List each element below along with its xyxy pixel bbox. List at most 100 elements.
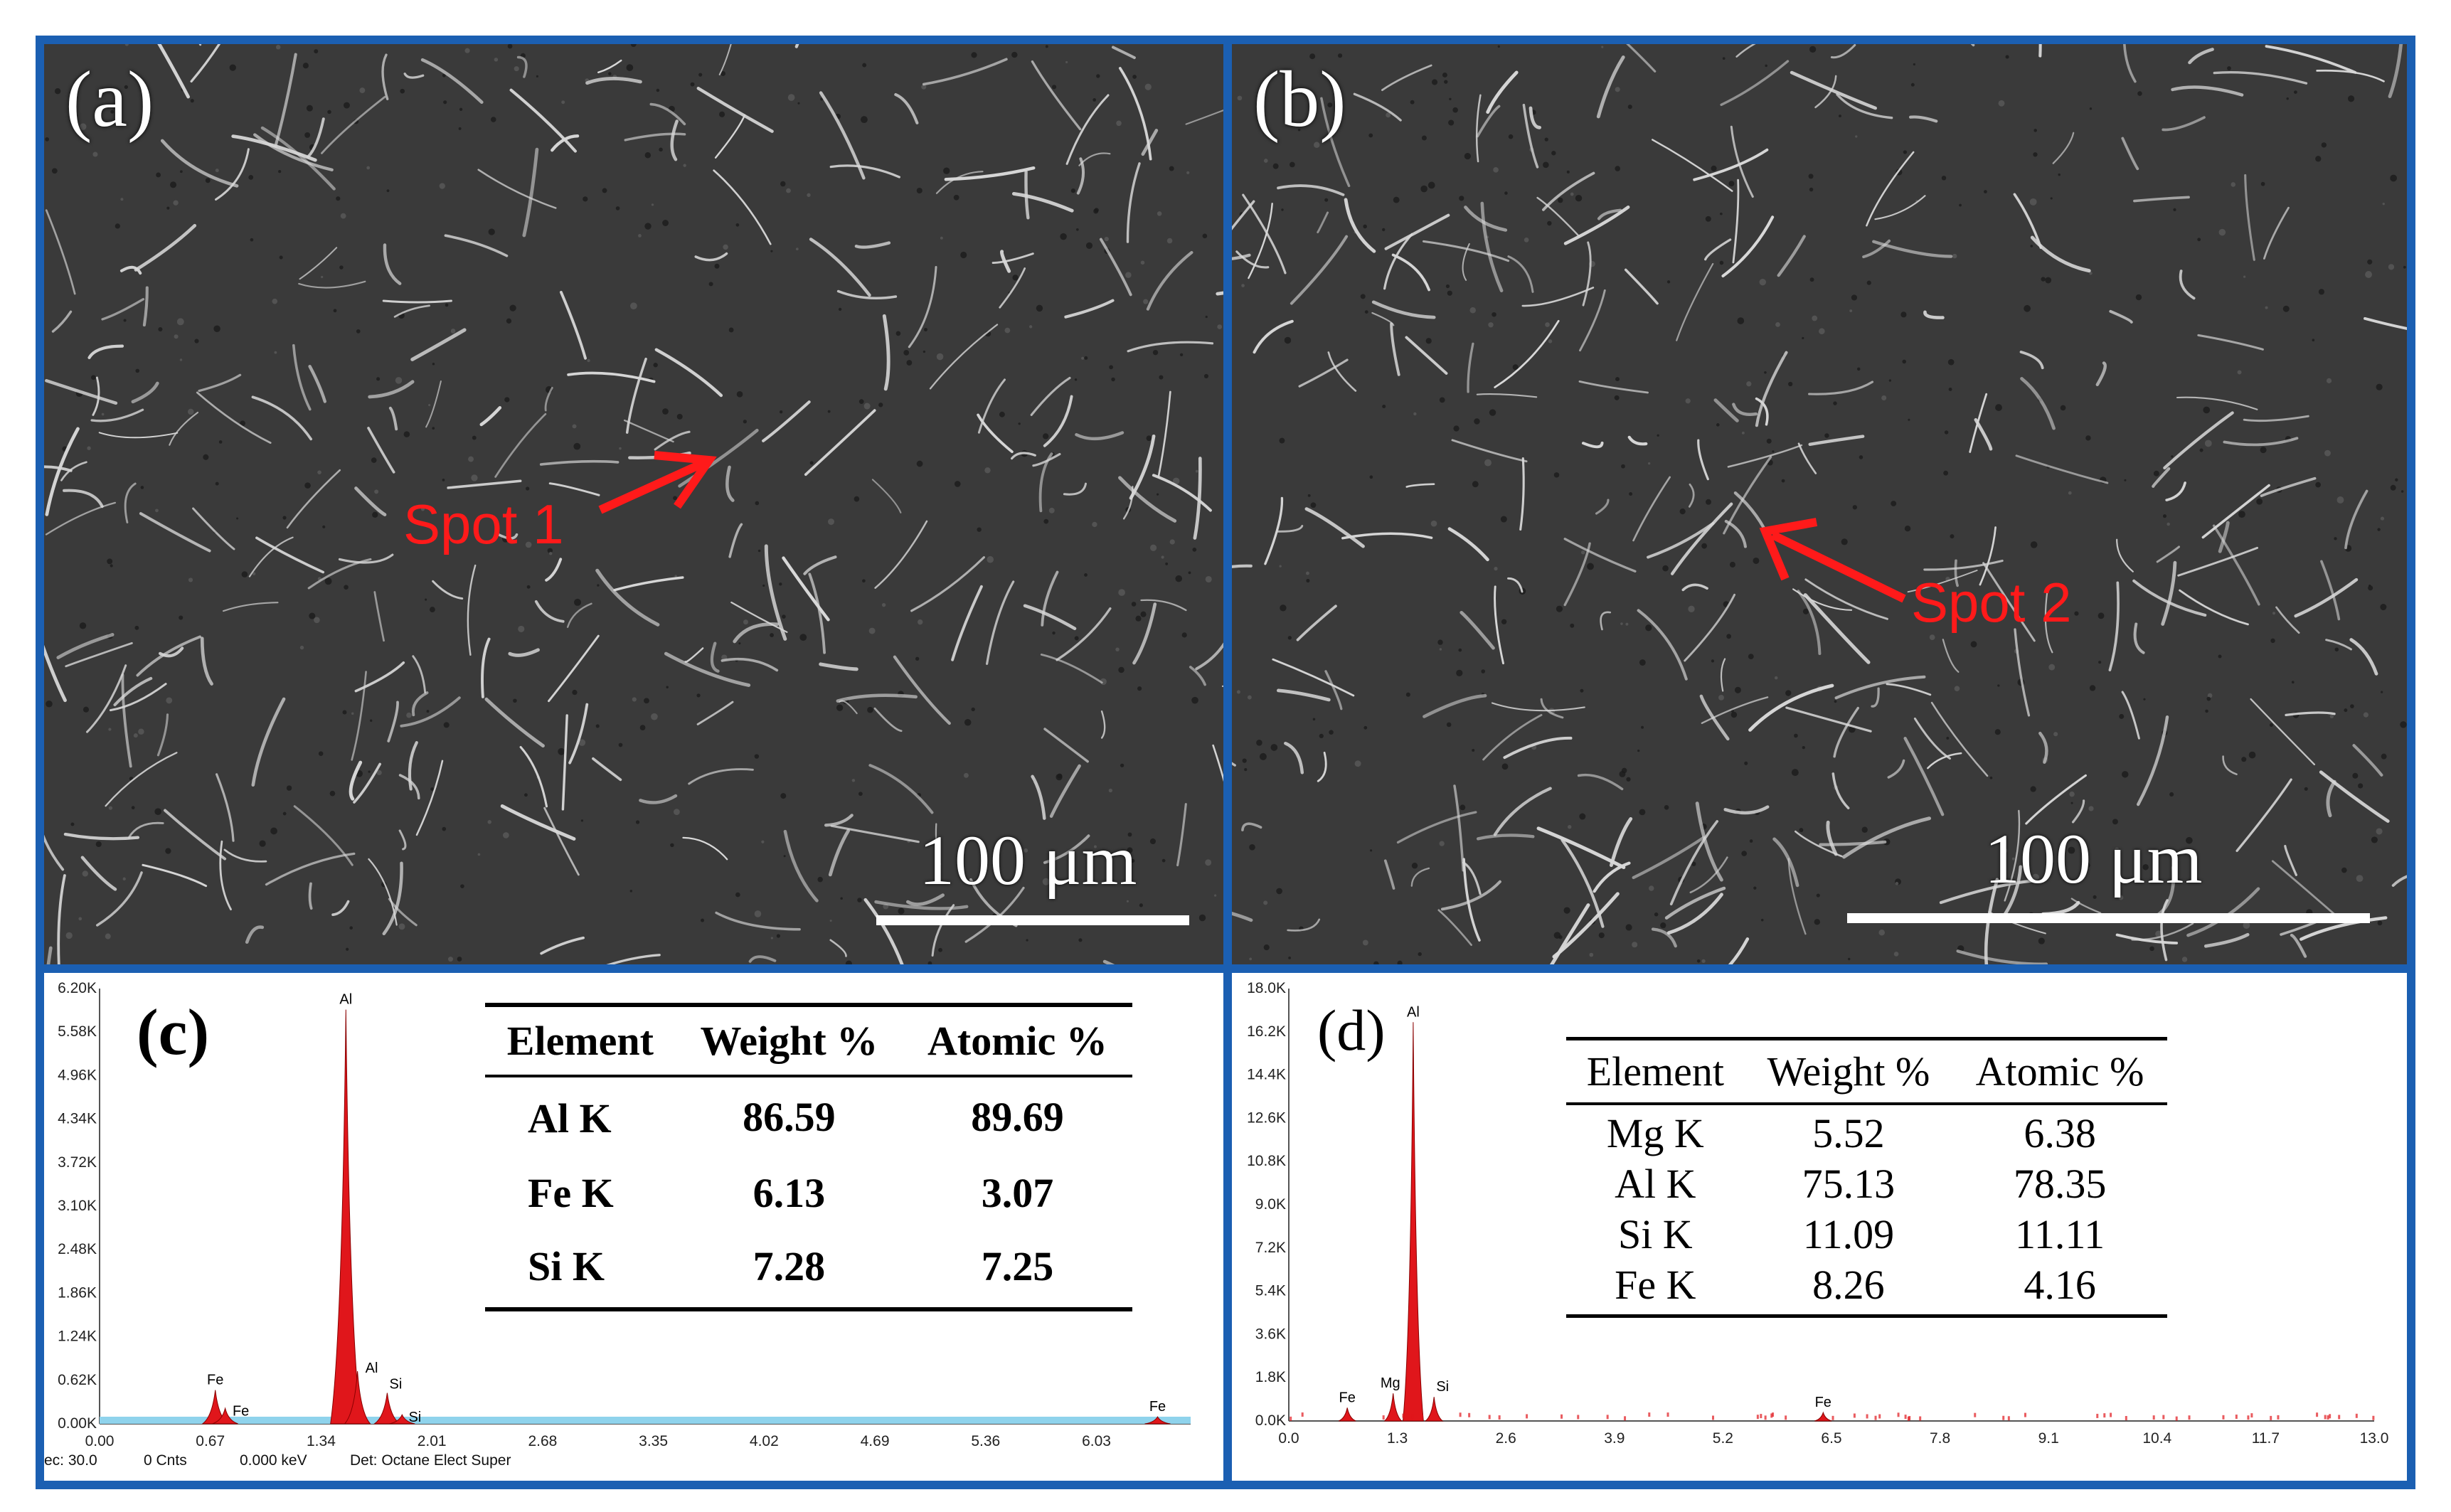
x-tick-label: 5.2: [1713, 1430, 1733, 1447]
x-tick-label: 7.8: [1930, 1430, 1950, 1447]
x-tick-label: 10.4: [2142, 1430, 2171, 1447]
spectrum-noise: [1301, 1412, 1304, 1417]
table-cell: 11.11: [2014, 1211, 2105, 1257]
y-tick-label: 3.6K: [1255, 1326, 1286, 1342]
status-kev: 0.000 keV: [240, 1452, 307, 1469]
eds-chart-d: 0.0K 1.8K 3.6K 5.4K 7.2K 9.0K 10.8K 12.6K 14.4K 1…: [1247, 980, 2389, 1447]
spectrum-noise: [2372, 1415, 2375, 1420]
panel-label-b: (b): [1253, 55, 1346, 144]
table-cell: 7.25: [981, 1243, 1054, 1289]
x-tick-label: 6.5: [1821, 1430, 1841, 1447]
x-tick-label: 3.9: [1604, 1430, 1625, 1447]
spectrum-noise: [1772, 1412, 1775, 1417]
spot-label-1: Spot 1: [403, 493, 564, 555]
table-cell: Al K: [528, 1095, 612, 1141]
spectrum-peak: [344, 1370, 371, 1425]
status-live-time: ec: 30.0: [44, 1452, 97, 1469]
x-tick-label: 1.34: [307, 1433, 336, 1449]
y-tick-label: 14.4K: [1247, 1067, 1286, 1083]
spot-label-2: Spot 2: [1911, 571, 2072, 634]
status-bar: ec: 30.0 0 Cnts 0.000 keV Det: Octane El…: [44, 1442, 1223, 1481]
x-tick-label: 2.6: [1496, 1430, 1516, 1447]
x-tick-label: 9.1: [2038, 1430, 2059, 1447]
table-cell: 11.09: [1802, 1211, 1895, 1257]
spectrum-noise: [1756, 1415, 1759, 1420]
spectrum-noise: [2222, 1415, 2225, 1420]
sem-texture: [44, 44, 1223, 964]
y-tick-label: 5.58K: [58, 1023, 97, 1040]
peak-label: Fe: [1815, 1395, 1831, 1410]
composition-table-d: Element Weight % Atomic % Mg K 5.52 6.38…: [1566, 1037, 2167, 1318]
y-tick-label: 4.96K: [58, 1067, 97, 1083]
eds-chart-c: 0.00K 0.62K 1.24K 1.86K 2.48K 3.10K 3.72K 4.34K…: [58, 980, 1191, 1449]
table-cell: Si K: [1617, 1211, 1693, 1257]
table-row: Al K 86.59 89.69: [485, 1076, 1132, 1156]
spectrum-peak: [1424, 1397, 1444, 1422]
x-tick-label: 3.35: [639, 1433, 668, 1449]
spectrum-noise: [1577, 1415, 1580, 1420]
table-cell: Si K: [528, 1243, 605, 1289]
spectrum-noise: [1764, 1415, 1767, 1420]
sem-image-panel-a: (a) Spot 1 100 μm: [36, 36, 1232, 973]
table-header: Atomic %: [1975, 1048, 2144, 1095]
y-tick-label: 2.48K: [58, 1241, 97, 1257]
x-tick-label: 2.68: [528, 1433, 557, 1449]
spectrum-noise: [1878, 1414, 1881, 1419]
x-tick-label: 5.36: [971, 1433, 1000, 1449]
peak-label: Fe: [1149, 1399, 1166, 1415]
status-counts: 0 Cnts: [144, 1452, 187, 1469]
y-tick-label: 0.00K: [58, 1415, 97, 1432]
y-tick-label: 1.24K: [58, 1329, 97, 1345]
spectrum-noise: [1853, 1413, 1856, 1418]
x-tick-label: 1.3: [1387, 1430, 1408, 1447]
y-tick-label: 5.4K: [1255, 1283, 1286, 1299]
scale-bar-label-a: 100 μm: [919, 821, 1137, 900]
x-tick-label: 4.69: [861, 1433, 890, 1449]
spectrum-noise: [1974, 1412, 1977, 1417]
spectrum-noise: [1648, 1412, 1651, 1417]
table-cell: 8.26: [1812, 1262, 1885, 1308]
sem-micrograph-b: [1232, 44, 2407, 964]
table-header: Weight %: [1767, 1048, 1930, 1095]
spectrum-noise: [1874, 1415, 1877, 1420]
spectrum-noise: [2247, 1415, 2250, 1420]
spectrum-noise: [2277, 1415, 2280, 1420]
spectrum-noise: [1919, 1416, 1922, 1421]
peak-label: Si: [408, 1410, 421, 1425]
table-row: Mg K 5.52 6.38: [1566, 1104, 2167, 1159]
table-row: Fe K 8.26 4.16: [1566, 1260, 2167, 1316]
spectrum-noise: [1468, 1412, 1471, 1417]
scale-bar-b: [1847, 913, 2370, 923]
spectrum-noise: [2007, 1416, 2010, 1421]
table-header: Atomic %: [927, 1018, 1107, 1064]
spectrum-peak: [1338, 1407, 1356, 1422]
spectrum-noise: [1624, 1416, 1627, 1421]
table-header: Element: [1586, 1048, 1724, 1095]
spectrum-noise: [1526, 1414, 1528, 1419]
spectrum-peak: [212, 1407, 238, 1425]
spectrum-noise: [1561, 1414, 1563, 1419]
spectrum-noise: [1760, 1414, 1763, 1419]
y-tick-label: 0.62K: [58, 1372, 97, 1388]
spectrum-noise: [1770, 1413, 1773, 1418]
y-tick-label: 7.2K: [1255, 1240, 1286, 1256]
spectrum-peak: [1383, 1393, 1403, 1422]
x-tick-label: 4.02: [750, 1433, 779, 1449]
y-tick-label: 16.2K: [1247, 1023, 1286, 1040]
peak-label: Fe: [207, 1373, 223, 1388]
x-tick-label: 2.01: [418, 1433, 447, 1449]
table-cell: 89.69: [971, 1094, 1064, 1140]
spectrum-noise: [1459, 1412, 1462, 1417]
table-cell: 6.13: [753, 1170, 826, 1216]
spectrum-noise: [2327, 1415, 2329, 1420]
y-tick-label: 3.72K: [58, 1154, 97, 1171]
spectrum-noise: [1712, 1415, 1715, 1420]
spectrum-noise: [1488, 1415, 1491, 1420]
x-tick-label: 0.00: [85, 1433, 115, 1449]
peak-label: Al: [366, 1361, 378, 1376]
x-tick-label: 13.0: [2360, 1430, 2389, 1447]
sem-micrograph-a: [44, 44, 1223, 964]
eds-spectrum-panel-c: 0.00K 0.62K 1.24K 1.86K 2.48K 3.10K 3.72K 4.34K…: [36, 964, 1232, 1489]
x-tick-label: 11.7: [2252, 1430, 2280, 1447]
spot-arrow-2: [1759, 518, 1906, 603]
